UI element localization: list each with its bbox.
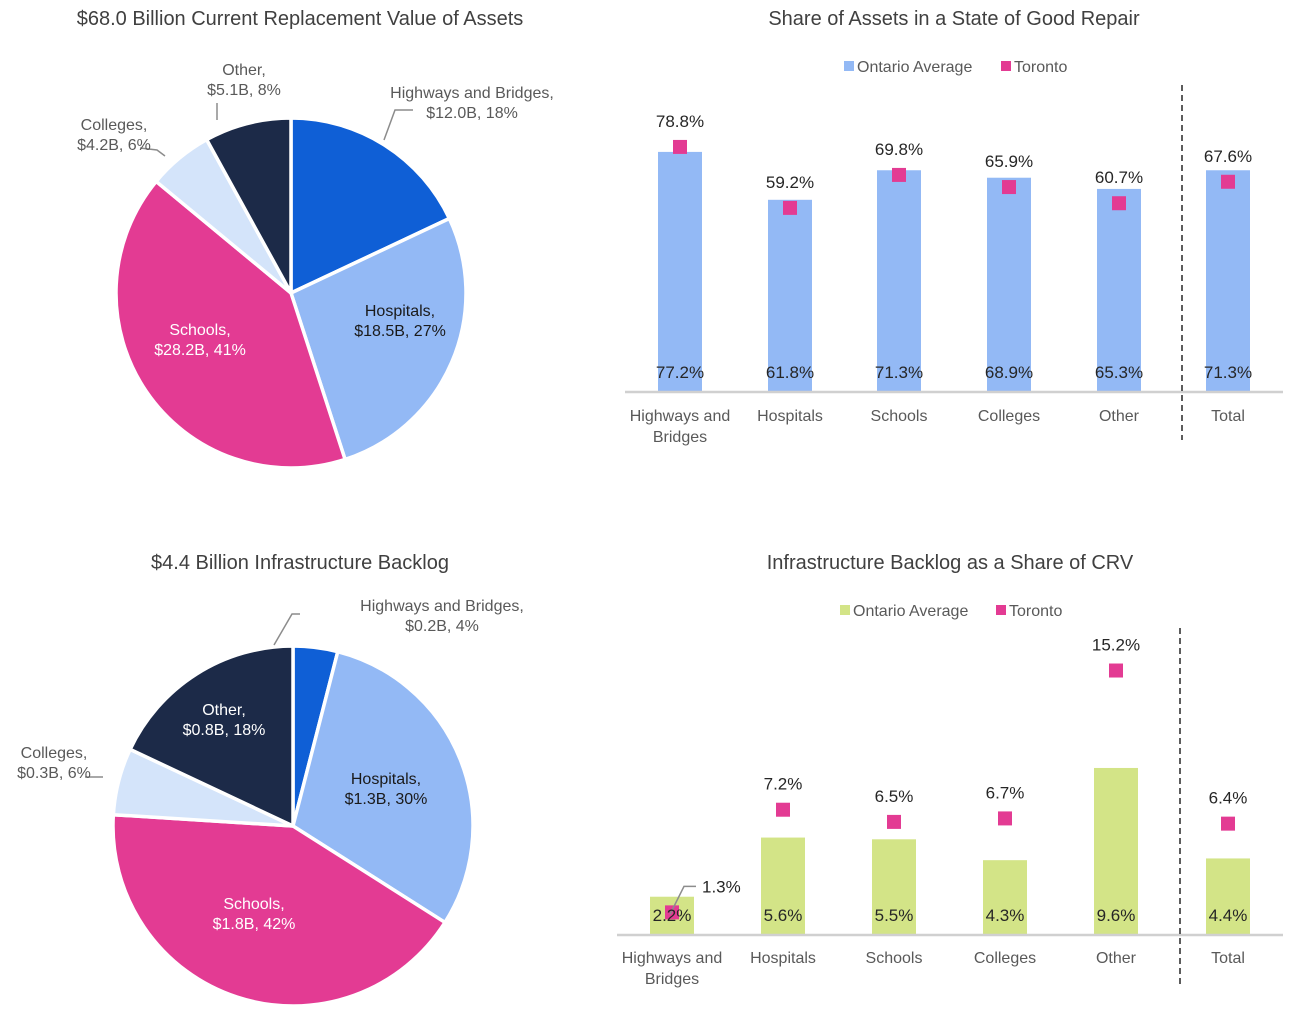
pie-label-highways-and-bridges: Highways and Bridges, $0.2B, 4% <box>360 598 524 635</box>
toronto-value-label: 69.8% <box>875 140 923 159</box>
bar-schools <box>877 170 921 392</box>
leader-line-highways-and-bridges <box>273 613 300 646</box>
legend-label-ontario: Ontario Average <box>853 603 968 620</box>
backlog-bar-title: Infrastructure Backlog as a Share of CRV <box>767 552 1134 574</box>
toronto-value-label: 59.2% <box>766 173 814 192</box>
bar-schools <box>872 839 916 935</box>
sogr-bar-chart: 78.8% 59.2% 69.8% 65.9% 60.7% 67.6% 77.2% 61.8%… <box>625 85 1283 446</box>
pie-label-hospitals: Hospitals, $18.5B, 27% <box>354 303 446 340</box>
ontario-value-label: 61.8% <box>766 363 814 382</box>
toronto-value-label: 6.4% <box>1209 789 1248 808</box>
legend-swatch-ontario <box>840 605 850 615</box>
category-label-colleges: Colleges <box>974 950 1036 967</box>
toronto-marker-total <box>1221 816 1235 831</box>
toronto-value-label: 7.2% <box>764 775 803 794</box>
ontario-value-label: 77.2% <box>656 363 704 382</box>
toronto-marker-other <box>1109 663 1123 678</box>
toronto-marker-colleges <box>998 811 1012 826</box>
category-label-other: Other <box>1096 950 1137 967</box>
category-label-other: Other <box>1099 408 1140 425</box>
crv-pie-chart: Highways and Bridges, $12.0B, 18% Hospital… <box>77 62 554 470</box>
sogr-bar-title: Share of Assets in a State of Good Repai… <box>768 8 1140 30</box>
toronto-marker-schools <box>892 167 906 182</box>
bar-other <box>1097 188 1141 392</box>
toronto-marker-highways-and-bridges <box>665 905 679 920</box>
legend-label-toronto: Toronto <box>1014 59 1067 76</box>
legend-swatch-ontario <box>844 61 854 71</box>
pie-slice-other <box>128 644 295 828</box>
bar-hospitals <box>768 199 812 392</box>
legend-swatch-toronto <box>996 605 1006 615</box>
bar-other <box>1094 767 1138 935</box>
ontario-value-label: 5.5% <box>875 906 914 925</box>
legend-swatch-toronto <box>1001 61 1011 71</box>
toronto-value-label: 6.7% <box>986 783 1025 802</box>
pie-slice-hospitals <box>289 216 468 462</box>
pie-label-other: Other, $5.1B, 8% <box>207 62 281 99</box>
pie-label-highways-and-bridges: Highways and Bridges, $12.0B, 18% <box>390 85 554 122</box>
bar-colleges <box>987 177 1031 392</box>
category-label-total: Total <box>1211 408 1245 425</box>
bar-colleges <box>983 860 1027 935</box>
pie-slice-hospitals <box>291 649 475 925</box>
toronto-value-label: 67.6% <box>1204 147 1252 166</box>
crv-pie-title: $68.0 Billion Current Replacement Value … <box>77 8 524 30</box>
toronto-value-label: 6.5% <box>875 787 914 806</box>
legend-label-ontario: Ontario Average <box>857 59 972 76</box>
toronto-value-label: 60.7% <box>1095 168 1143 187</box>
toronto-marker-colleges <box>1002 180 1016 195</box>
leader-line-colleges <box>139 147 166 157</box>
pie-label-colleges: Colleges, $4.2B, 6% <box>77 117 151 154</box>
category-label-highways-and-bridges: Highways and Bridges <box>630 408 731 446</box>
category-label-hospitals: Hospitals <box>750 950 816 967</box>
legend-label-toronto: Toronto <box>1009 603 1062 620</box>
toronto-marker-highways-and-bridges <box>673 139 687 154</box>
bar-hospitals <box>761 837 805 935</box>
ontario-value-label: 4.3% <box>986 906 1025 925</box>
category-label-hospitals: Hospitals <box>757 408 823 425</box>
pie-label-schools: Schools, $28.2B, 41% <box>154 322 246 359</box>
pie-slice-schools <box>111 812 447 1008</box>
ontario-value-label: 2.2% <box>653 906 692 925</box>
backlog-bar-chart: 1.3% 7.2% 6.5% 6.7% 15.2% 6.4% 2.2% 5.6% 5.5% 4.3… <box>617 628 1283 988</box>
sogr-legend: Ontario Average Toronto <box>844 59 1067 76</box>
toronto-value-label: 15.2% <box>1092 636 1140 655</box>
bar-total <box>1206 858 1250 935</box>
backlog-pie-chart: Highways and Bridges, $0.2B, 4% Hospitals,… <box>17 598 524 1008</box>
backlog-pie-title: $4.4 Billion Infrastructure Backlog <box>151 552 449 574</box>
ontario-value-label: 5.6% <box>764 906 803 925</box>
ontario-value-label: 71.3% <box>1204 363 1252 382</box>
toronto-marker-other <box>1112 196 1126 211</box>
leader-line-highways-and-bridges <box>669 885 696 915</box>
toronto-value-label: 65.9% <box>985 152 1033 171</box>
pie-label-schools: Schools, $1.8B, 42% <box>213 896 296 933</box>
pie-slice-other <box>204 116 293 295</box>
toronto-marker-schools <box>887 814 901 829</box>
ontario-value-label: 65.3% <box>1095 363 1143 382</box>
backlog-legend: Ontario Average Toronto <box>840 603 1062 620</box>
bar-total <box>1206 170 1250 392</box>
leader-line-highways-and-bridges <box>383 109 413 141</box>
toronto-value-label: 1.3% <box>702 877 741 896</box>
pie-label-colleges: Colleges, $0.3B, 6% <box>17 745 91 782</box>
toronto-marker-hospitals <box>783 200 797 215</box>
pie-slice-schools <box>114 179 347 470</box>
pie-label-hospitals: Hospitals, $1.3B, 30% <box>345 771 428 808</box>
ontario-value-label: 68.9% <box>985 363 1033 382</box>
category-label-schools: Schools <box>866 950 923 967</box>
bar-highways-and-bridges <box>658 151 702 392</box>
category-label-total: Total <box>1211 950 1245 967</box>
ontario-value-label: 4.4% <box>1209 906 1248 925</box>
pie-slice-highways-and-bridges <box>289 116 452 295</box>
toronto-marker-total <box>1221 174 1235 189</box>
category-label-colleges: Colleges <box>978 408 1040 425</box>
ontario-value-label: 71.3% <box>875 363 923 382</box>
category-label-highways-and-bridges: Highways and Bridges <box>622 950 723 988</box>
toronto-marker-hospitals <box>776 802 790 817</box>
toronto-value-label: 78.8% <box>656 112 704 131</box>
pie-label-other: Other, $0.8B, 18% <box>183 702 266 739</box>
category-label-schools: Schools <box>871 408 928 425</box>
ontario-value-label: 9.6% <box>1097 906 1136 925</box>
